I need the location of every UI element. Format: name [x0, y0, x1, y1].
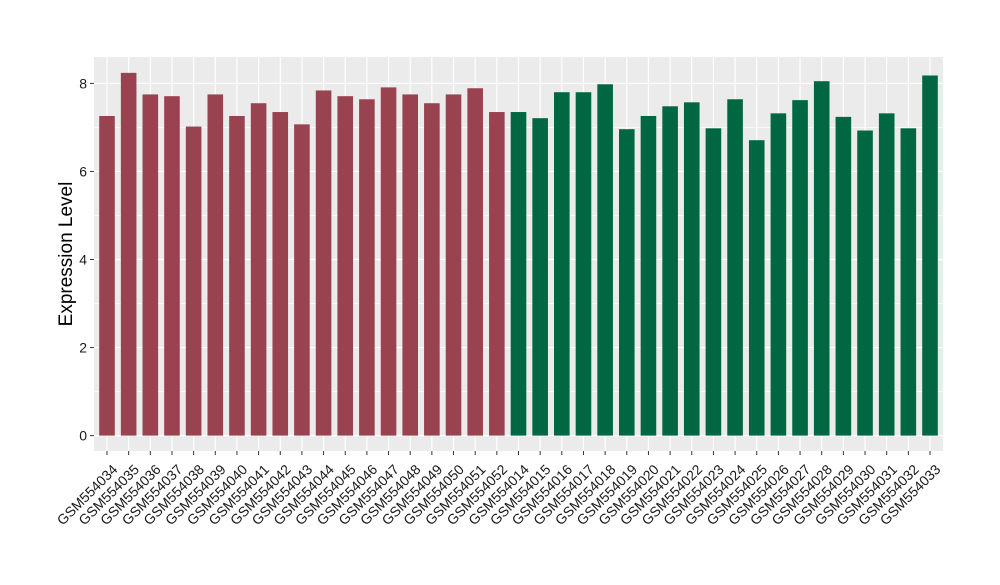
bar-GSM554051: [467, 88, 483, 436]
bar-GSM554043: [294, 124, 310, 436]
bar-GSM554049: [424, 103, 440, 436]
bar-GSM554052: [489, 112, 505, 436]
y-axis: 0 2 4 6 8: [79, 75, 94, 444]
bar-GSM554036: [142, 94, 159, 436]
x-axis: GSM554034GSM554035GSM554036GSM554037GSM5…: [54, 451, 944, 528]
bar-GSM554024: [727, 99, 743, 436]
bar-GSM554028: [813, 81, 830, 436]
bar-GSM554035: [120, 72, 137, 436]
bar-GSM554026: [770, 113, 787, 436]
bar-GSM554042: [272, 112, 289, 436]
bar-GSM554031: [878, 113, 895, 436]
bar-GSM554037: [164, 96, 180, 436]
bar-GSM554032: [900, 128, 917, 436]
y-tick-label: 8: [79, 75, 87, 91]
bar-GSM554021: [662, 106, 678, 436]
bar-GSM554039: [207, 94, 224, 436]
bar-GSM554017: [575, 92, 592, 436]
bar-GSM554018: [597, 84, 613, 436]
bar-GSM554030: [857, 130, 873, 436]
y-tick-label: 6: [79, 163, 87, 179]
bar-GSM554048: [402, 94, 419, 436]
bar-GSM554038: [185, 126, 202, 436]
bar-GSM554019: [618, 129, 635, 436]
y-axis-label: Expression Level: [56, 182, 77, 327]
bar-GSM554045: [337, 96, 354, 436]
bar-GSM554044: [315, 90, 332, 436]
bar-GSM554050: [445, 94, 462, 436]
bar-GSM554034: [99, 115, 115, 436]
bar-GSM554027: [792, 100, 808, 436]
bars: [99, 72, 938, 436]
bar-GSM554041: [250, 103, 267, 436]
bar-GSM554022: [683, 102, 700, 436]
bar-GSM554040: [229, 115, 245, 436]
bar-GSM554023: [705, 128, 722, 436]
bar-GSM554016: [554, 92, 570, 436]
y-tick-label: 0: [79, 428, 87, 444]
y-tick-label: 2: [79, 340, 87, 356]
bar-GSM554047: [380, 87, 397, 436]
bar-GSM554046: [359, 99, 375, 436]
bar-GSM554029: [835, 116, 852, 436]
bar-GSM554033: [922, 75, 938, 436]
bar-GSM554014: [510, 112, 527, 436]
bar-GSM554020: [640, 115, 657, 436]
bar-GSM554015: [532, 118, 548, 436]
bar-GSM554025: [748, 140, 765, 436]
y-tick-label: 4: [79, 252, 87, 268]
